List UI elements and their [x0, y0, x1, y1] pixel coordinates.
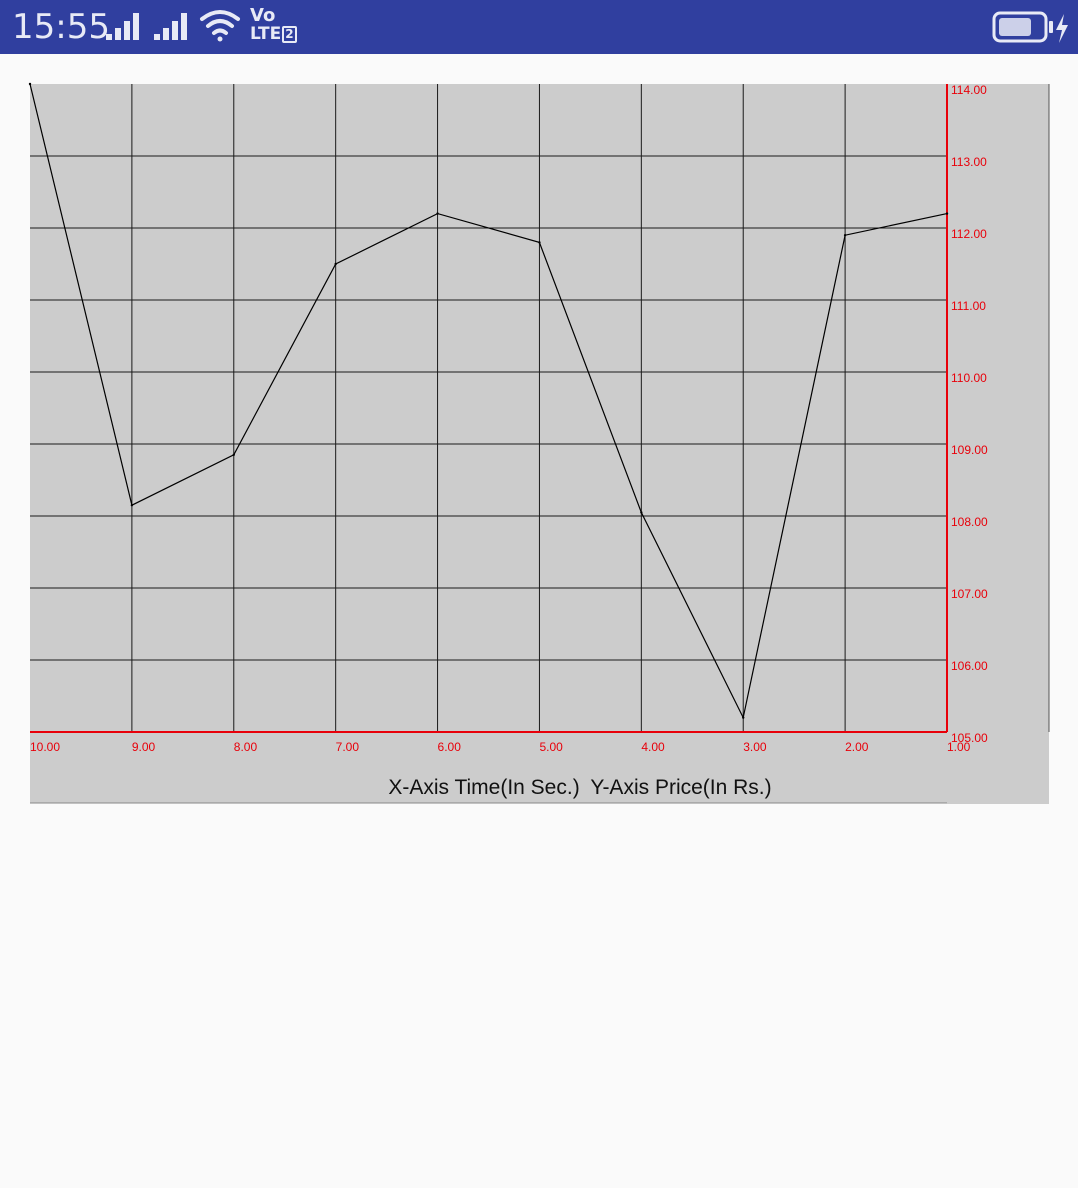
y-axis-caption: Y-Axis Price(In Rs.): [590, 776, 771, 799]
caption-background: [30, 732, 947, 803]
data-point: [436, 212, 439, 215]
data-point: [232, 453, 235, 456]
x-tick-label: 10.00: [30, 740, 60, 754]
corner-background: [947, 732, 1049, 804]
x-tick-label: 6.00: [438, 740, 462, 754]
x-tick-label: 5.00: [539, 740, 563, 754]
volte-label: Vo: [250, 5, 276, 26]
x-tick-label: 8.00: [234, 740, 258, 754]
price-line-chart: 10.00 9.00 8.00 7.00 6.00 5.00 4.00 3.00 2.00 1.0…: [28, 82, 1050, 804]
y-tick-label: 114.00: [951, 83, 987, 97]
x-tick-label: 4.00: [641, 740, 665, 754]
y-tick-label: 105.00: [951, 731, 988, 745]
series-line: [29, 83, 948, 720]
data-point: [640, 511, 643, 514]
x-tick-label: 1.00: [947, 740, 971, 754]
data-point: [742, 716, 745, 719]
x-tick-labels: 10.00 9.00 8.00 7.00 6.00 5.00 4.00 3.00 2.00 1.0…: [30, 740, 971, 754]
wifi-icon: [200, 10, 240, 42]
data-point: [538, 241, 541, 244]
x-tick-label: 7.00: [336, 740, 360, 754]
status-icons: [106, 10, 240, 42]
y-tick-label: 108.00: [951, 515, 988, 529]
volte-indicator: Vo LTE 2: [250, 7, 297, 43]
battery-charging-icon: [992, 11, 1068, 43]
y-tick-label: 106.00: [951, 659, 988, 673]
data-point: [28, 82, 32, 86]
y-tick-label: 109.00: [951, 443, 988, 457]
data-point: [334, 262, 337, 266]
sim-slot-label: 2: [282, 26, 297, 43]
y-tick-label: 111.00: [951, 299, 986, 313]
lte-label: LTE: [250, 24, 282, 44]
data-point: [843, 234, 847, 237]
status-bar: 15:55 Vo LTE 2: [0, 0, 1078, 54]
x-axis-caption: X-Axis Time(In Sec.): [388, 776, 579, 799]
y-tick-labels: 105.00 106.00 107.00 108.00 109.00 110.00 111.…: [951, 83, 988, 745]
y-tick-label: 113.00: [951, 155, 987, 169]
y-tick-label: 107.00: [951, 587, 988, 601]
data-point: [945, 212, 949, 215]
y-tick-label: 110.00: [951, 371, 987, 385]
data-point: [130, 504, 134, 507]
x-tick-label: 9.00: [132, 740, 156, 754]
y-tick-label: 112.00: [951, 227, 987, 241]
series-group: [28, 82, 949, 720]
signal-icon: [106, 13, 139, 40]
signal-icon: [154, 13, 187, 40]
x-tick-label: 3.00: [743, 740, 767, 754]
chart-grid: [30, 84, 947, 732]
status-time: 15:55: [12, 7, 110, 47]
x-tick-label: 2.00: [845, 740, 869, 754]
